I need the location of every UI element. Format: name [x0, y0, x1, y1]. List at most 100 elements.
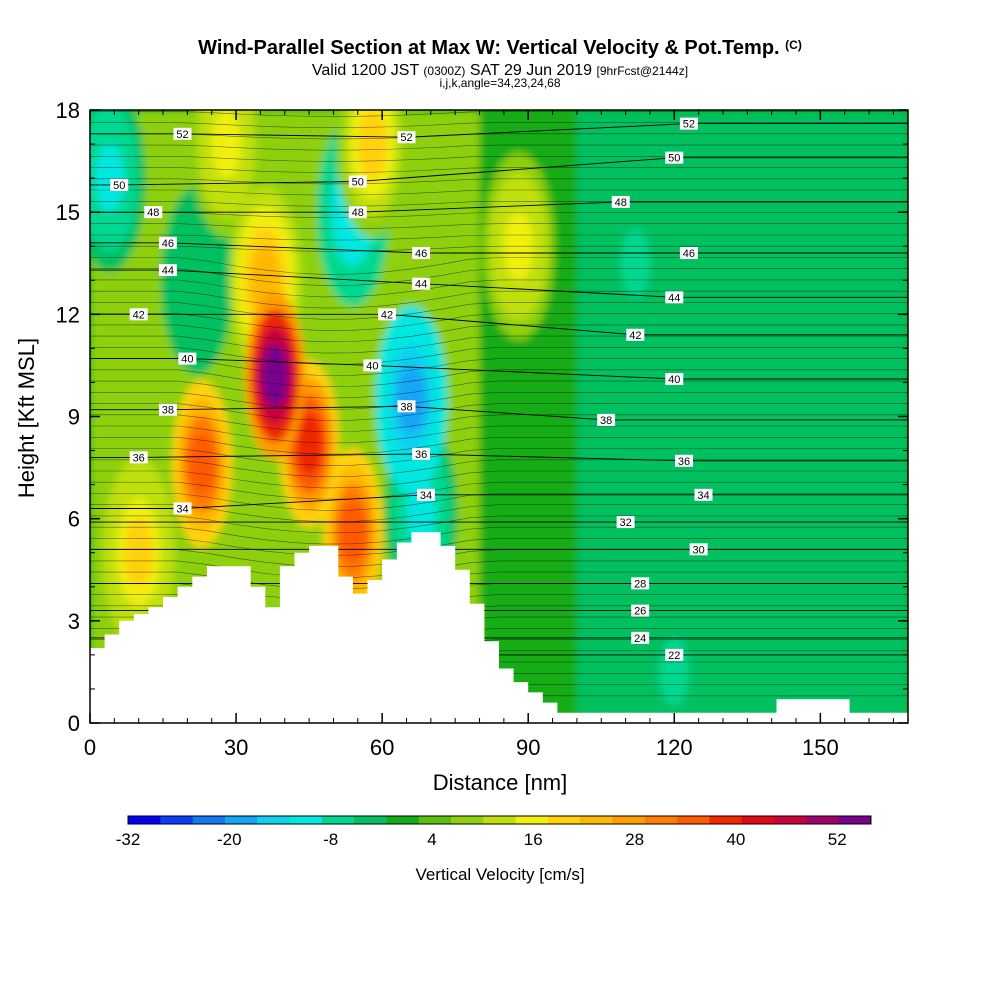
- x-axis: 0 30 60 90 120 150: [84, 110, 894, 760]
- contour-label: 50: [110, 178, 129, 192]
- contour-labels: 22 24 26 28 30 32 34 34 34 36 36 36 38 38 38 40 40 40 42 42…: [110, 117, 713, 662]
- colorbar-swatch: [192, 816, 226, 824]
- contour-label-text: 30: [693, 544, 705, 556]
- contour-label: 36: [675, 454, 694, 468]
- theta-contour-line: [90, 302, 908, 320]
- colorbar-tick-label: -8: [323, 830, 338, 849]
- colorbar-tick-label: -20: [217, 830, 242, 849]
- contour-label-box: [397, 400, 416, 413]
- colorbar-swatch: [128, 816, 161, 824]
- contour-label-text: 32: [619, 517, 631, 529]
- terrain-mask: [90, 532, 908, 723]
- contour-label: 32: [616, 516, 635, 529]
- colorbar-swatch: [321, 816, 355, 824]
- colorbar-swatch: [806, 816, 840, 824]
- theta-contour-line: [90, 234, 908, 241]
- valid-time-subtitle: Valid 1200 JST (0300Z) SAT 29 Jun 2019 […: [311, 62, 689, 79]
- theta-contour-line: [90, 178, 908, 185]
- x-tick-label: 150: [802, 735, 839, 760]
- theta-contour-line: [90, 223, 908, 230]
- contour-label-box: [631, 604, 650, 617]
- theta-contour-line: [90, 369, 908, 388]
- contour-label: 42: [129, 308, 148, 321]
- contour-label-box: [158, 236, 177, 249]
- contour-label-text: 48: [352, 207, 364, 219]
- theta-contour-line: [90, 470, 908, 489]
- contour-label: 36: [129, 451, 148, 464]
- y-tick-label: 12: [56, 302, 80, 327]
- theta-contour-line: [90, 504, 908, 522]
- colorbar-swatch: [451, 816, 484, 824]
- contour-label: 34: [416, 488, 435, 502]
- contour-label-text: 44: [415, 279, 427, 291]
- theta-contour-line: [90, 133, 908, 140]
- contour-label-text: 22: [668, 650, 680, 662]
- colorbar-swatch: [580, 816, 614, 824]
- colorbar-swatch: [224, 816, 258, 824]
- contour-label-box: [611, 195, 630, 208]
- theta-contour-line: [90, 358, 908, 376]
- colorbar-tick-label: -32: [116, 830, 141, 849]
- contour-label-text: 34: [176, 503, 188, 515]
- y-tick-label: 15: [56, 200, 80, 225]
- colorbar-label: Vertical Velocity [cm/s]: [415, 865, 584, 884]
- colorbar-swatch: [386, 816, 420, 824]
- colorbar-swatch: [612, 816, 646, 824]
- theta-contour-line: [90, 403, 908, 421]
- contour-label-text: 36: [678, 456, 690, 468]
- contour-label: 44: [412, 277, 431, 291]
- theta-contour-line: [90, 515, 908, 534]
- contour-label-box: [679, 117, 698, 130]
- theta-contour-line: [90, 448, 908, 466]
- colorbar-swatch: [289, 816, 323, 824]
- theta-contour-line: [90, 335, 908, 354]
- contour-label: 46: [158, 236, 177, 250]
- theta-contour-line: [90, 144, 908, 151]
- theta-contour-line: [90, 313, 908, 331]
- theta-contour-line: [90, 437, 908, 455]
- contour-label: 28: [631, 577, 650, 590]
- colorbar: -32 -20 -8 4 16 28 40 52: [116, 815, 872, 849]
- colorbar-tick-label: 28: [625, 830, 644, 849]
- contour-label: 22: [665, 648, 684, 662]
- y-tick-label: 0: [68, 711, 80, 736]
- theta-contour-line: [90, 392, 908, 410]
- colorbar-swatch: [838, 816, 872, 824]
- contour-label-text: 46: [683, 248, 695, 260]
- contour-label-text: 34: [420, 490, 432, 502]
- contour-label: 26: [631, 604, 650, 618]
- contour-label-box: [397, 131, 416, 144]
- grid-params-subtitle: i,j,k,angle=34,23,24,68: [439, 76, 561, 90]
- colorbar-swatch: [677, 816, 710, 824]
- contour-label: 38: [397, 400, 416, 413]
- contour-label-box: [144, 206, 163, 219]
- contour-label: 48: [144, 206, 163, 219]
- theta-contour-line: [90, 189, 908, 196]
- theta-contour-line: [90, 324, 908, 343]
- theta-contour-line: [90, 245, 908, 252]
- contour-label: 40: [665, 373, 684, 386]
- contour-label-box: [158, 403, 177, 416]
- contour-label: 46: [412, 247, 431, 260]
- contour-label-text: 38: [162, 405, 174, 417]
- colorbar-swatch: [515, 816, 549, 824]
- contour-label-box: [412, 277, 431, 290]
- velocity-cell: [94, 144, 125, 213]
- velocity-cell: [188, 432, 216, 496]
- theta-contour-line: [90, 414, 908, 433]
- contour-label-text: 38: [600, 415, 612, 427]
- x-tick-label: 30: [224, 735, 248, 760]
- velocity-cell: [707, 518, 738, 587]
- contour-label-box: [416, 488, 435, 501]
- x-tick-label: 0: [84, 735, 96, 760]
- theta-contour-line: [90, 290, 908, 309]
- contour-label-text: 44: [668, 292, 680, 304]
- contour-label-box: [665, 151, 684, 164]
- contour-label: 24: [631, 631, 650, 645]
- contour-label-box: [694, 488, 713, 501]
- contour-label-text: 36: [133, 452, 145, 464]
- velocity-cell: [211, 110, 242, 179]
- contour-label-text: 36: [415, 449, 427, 461]
